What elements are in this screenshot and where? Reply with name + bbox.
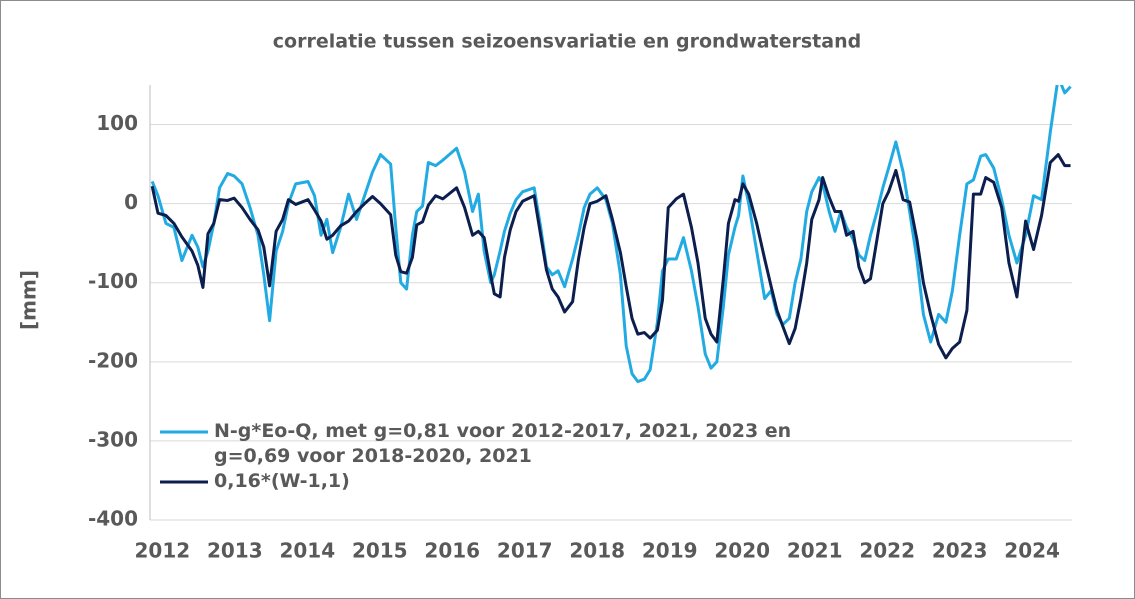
y-tick-label: 100 (96, 111, 138, 135)
x-tick-label: 2021 (787, 539, 843, 563)
x-tick-label: 2012 (134, 539, 190, 563)
series-line (150, 153, 1071, 360)
y-axis-label: [mm] (17, 270, 41, 330)
x-tick-label: 2016 (424, 539, 480, 563)
x-tick-label: 2020 (714, 539, 770, 563)
legend-label: 0,16*(W-1,1) (214, 470, 350, 492)
x-tick-label: 2013 (207, 539, 263, 563)
legend-label: N-g*Eo-Q, met g=0,81 voor 2012-2017, 202… (214, 420, 792, 467)
x-tick-label: 2014 (279, 539, 335, 563)
x-tick-label: 2018 (569, 539, 625, 563)
x-tick-label: 2022 (859, 539, 915, 563)
chart-title: correlatie tussen seizoensvariatie en gr… (273, 31, 861, 53)
x-tick-label: 2017 (497, 539, 553, 563)
y-tick-label: 0 (124, 190, 138, 214)
y-tick-label: -200 (88, 348, 138, 372)
x-tick-label: 2024 (1004, 539, 1060, 563)
series-line (150, 85, 1072, 384)
x-tick-label: 2015 (352, 539, 408, 563)
y-tick-label: -100 (88, 269, 138, 293)
y-tick-label: -400 (88, 507, 138, 531)
x-tick-label: 2019 (642, 539, 698, 563)
x-tick-label: 2023 (932, 539, 988, 563)
y-tick-label: -300 (88, 427, 138, 451)
